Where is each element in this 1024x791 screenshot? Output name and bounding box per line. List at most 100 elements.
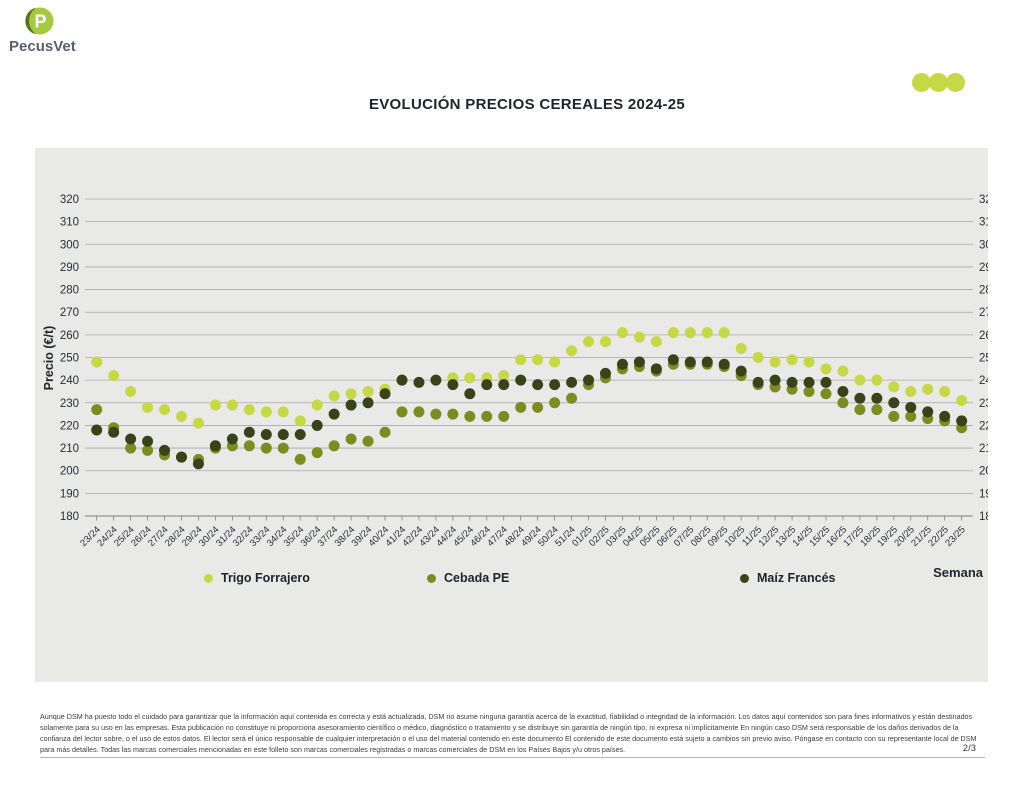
data-point xyxy=(888,381,900,393)
data-point xyxy=(735,342,747,354)
data-point xyxy=(752,376,764,388)
data-point xyxy=(871,404,883,416)
y-tick-label-left: 280 xyxy=(60,285,79,297)
data-point xyxy=(871,392,883,404)
data-point xyxy=(108,426,120,438)
y-tick-label-right: 220 xyxy=(979,420,988,432)
data-point xyxy=(837,365,849,377)
legal-disclaimer: Aunque DSM ha puesto todo el cuidado par… xyxy=(40,712,977,754)
data-point xyxy=(718,358,730,370)
page-title: EVOLUCIÓN PRECIOS CEREALES 2024-25 xyxy=(368,96,686,113)
data-point xyxy=(583,336,595,348)
data-point xyxy=(447,408,459,420)
data-point xyxy=(532,401,544,413)
data-point xyxy=(243,440,255,452)
data-point xyxy=(803,356,815,368)
pecusvet-logo-icon: P xyxy=(25,7,54,35)
data-point xyxy=(379,388,391,400)
data-point xyxy=(91,424,103,436)
legend-item-cebada-pe: Cebada PE xyxy=(427,570,509,586)
data-point xyxy=(786,376,798,388)
data-point xyxy=(464,410,476,422)
data-point xyxy=(905,385,917,397)
data-point xyxy=(718,327,730,339)
y-tick-label-right: 210 xyxy=(979,443,988,455)
series-cebada-pe xyxy=(91,358,968,465)
data-point xyxy=(837,397,849,409)
data-point xyxy=(939,385,951,397)
legend-label: Cebada PE xyxy=(444,571,510,585)
data-point xyxy=(125,442,137,454)
legend-item-trigo-forrajero: Trigo Forrajero xyxy=(204,570,310,586)
data-point xyxy=(701,356,713,368)
data-point xyxy=(650,363,662,375)
data-point xyxy=(345,388,357,400)
data-point xyxy=(820,363,832,375)
data-point xyxy=(396,374,408,386)
y-tick-label-left: 240 xyxy=(60,375,79,387)
data-point xyxy=(786,354,798,366)
data-point xyxy=(515,401,527,413)
y-tick-label-left: 230 xyxy=(60,398,79,410)
trigo-forrajero-swatch-icon xyxy=(204,573,213,583)
y-tick-label-right: 230 xyxy=(979,398,988,410)
data-point xyxy=(532,354,544,366)
data-point xyxy=(633,331,645,343)
data-point xyxy=(125,433,137,445)
data-point xyxy=(142,401,154,413)
dot-icon xyxy=(929,73,948,92)
data-point xyxy=(345,399,357,411)
data-point xyxy=(430,408,442,420)
data-point xyxy=(498,370,510,382)
y-tick-label-left: 260 xyxy=(60,330,79,342)
data-point xyxy=(566,392,578,404)
data-point xyxy=(871,374,883,386)
data-point xyxy=(260,406,272,418)
legend-item-maiz-frances: Maíz Francés xyxy=(740,570,836,586)
data-point xyxy=(209,399,221,411)
y-tick-label-left: 200 xyxy=(60,466,79,478)
y-tick-label-right: 320 xyxy=(979,194,988,206)
data-point xyxy=(600,336,611,348)
data-point xyxy=(549,397,561,409)
data-point xyxy=(125,385,137,397)
data-point xyxy=(922,383,934,395)
y-tick-label-left: 300 xyxy=(60,239,79,251)
data-point xyxy=(91,356,103,368)
legend-label: Trigo Forrajero xyxy=(221,571,310,585)
data-point xyxy=(600,367,611,379)
y-tick-label-right: 310 xyxy=(979,217,988,229)
chart-panel: 180 180 190 190 200 200 210 210 220 220 230 230 240 2… xyxy=(35,148,988,682)
data-point xyxy=(277,406,289,418)
data-point xyxy=(837,385,849,397)
y-tick-label-left: 270 xyxy=(60,307,79,319)
data-point xyxy=(142,435,154,447)
page-number: 2/3 xyxy=(962,743,976,754)
y-tick-label-right: 300 xyxy=(979,239,988,251)
data-point xyxy=(159,444,171,456)
corner-dots-decoration xyxy=(912,73,965,92)
logo-wordmark: PecusVet xyxy=(9,38,76,55)
data-point xyxy=(583,374,595,386)
y-tick-label-right: 200 xyxy=(979,466,988,478)
x-tick-label: 23/25 xyxy=(943,524,968,549)
data-point xyxy=(294,453,306,465)
y-tick-label-left: 320 xyxy=(60,194,79,206)
data-point xyxy=(498,410,510,422)
data-point xyxy=(294,415,306,427)
data-point xyxy=(447,379,459,391)
y-axis-title: Precio (€/t) xyxy=(42,325,56,391)
data-point xyxy=(328,390,340,402)
data-point xyxy=(243,426,255,438)
data-point xyxy=(667,354,679,366)
data-point xyxy=(260,428,272,440)
data-point xyxy=(803,376,815,388)
data-point xyxy=(142,444,154,456)
maiz-frances-swatch-icon xyxy=(740,573,749,583)
data-point xyxy=(396,406,408,418)
data-point xyxy=(854,374,866,386)
y-tick-label-right: 270 xyxy=(979,307,988,319)
y-tick-label-right: 190 xyxy=(979,488,988,500)
cebada-pe-swatch-icon xyxy=(427,573,436,583)
